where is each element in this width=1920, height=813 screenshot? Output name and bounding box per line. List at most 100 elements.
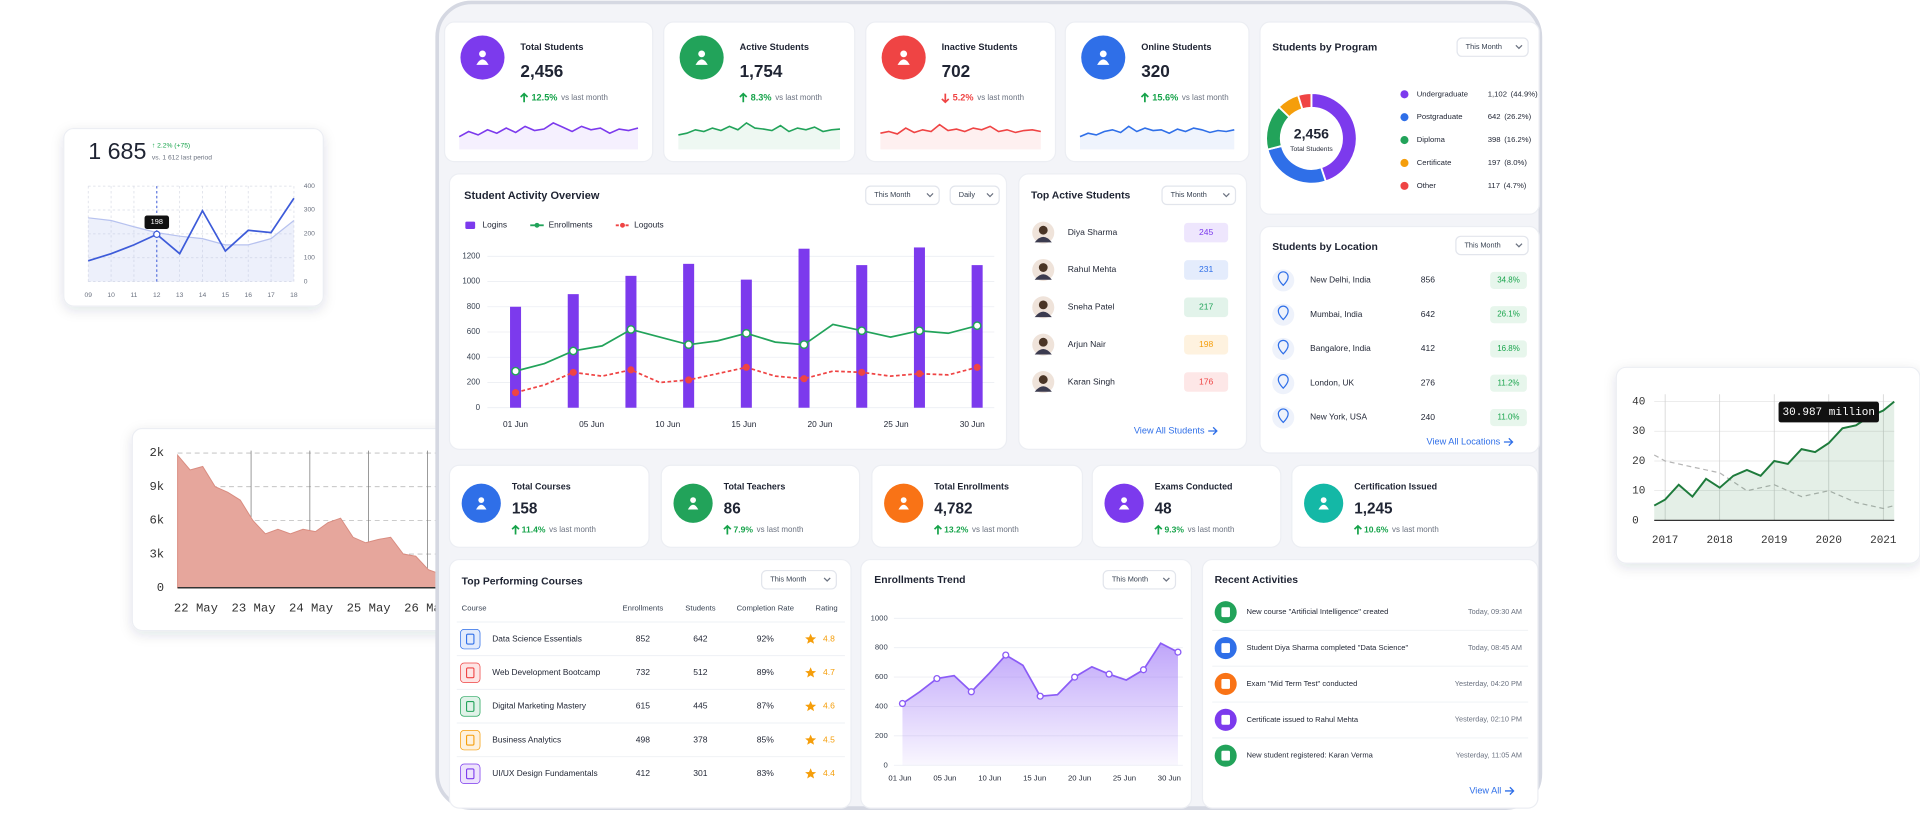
y-tick-label: 1200 [462, 251, 480, 260]
x-tick-label: 2021 [1870, 535, 1897, 547]
y-tick-label: 800 [875, 643, 888, 652]
area [177, 453, 442, 589]
point [799, 340, 809, 350]
avatar-body [1034, 348, 1052, 355]
legend-swatch [620, 222, 625, 228]
y-tick-label: 200 [467, 378, 481, 387]
share-badge [1490, 374, 1527, 392]
dropdown-label[interactable]: Daily [959, 190, 976, 199]
bar [625, 275, 637, 408]
course-cell: 512 [693, 667, 708, 677]
dropdown[interactable] [949, 185, 1000, 206]
icon-glyph [1097, 59, 1110, 65]
dropdown-chevron[interactable] [1162, 577, 1170, 582]
tooltip-text: 198 [151, 217, 163, 226]
course-name: Data Science Essentials [492, 633, 582, 643]
dropdown[interactable] [1455, 235, 1529, 256]
kpi-note: vs last month [1182, 93, 1229, 102]
stat-note: vs last month [549, 525, 596, 534]
y-tick-label: 2k [149, 446, 164, 460]
legend-dot [1400, 136, 1409, 145]
link-arrow[interactable] [1503, 437, 1514, 447]
link-arrow[interactable] [1208, 426, 1218, 436]
x-tick-label: 09 [84, 292, 92, 299]
icon-glyph [900, 50, 908, 58]
point [967, 688, 975, 696]
view-all-link[interactable]: View All Students [1134, 425, 1205, 435]
view-all-link[interactable]: View All [1469, 785, 1501, 795]
dropdown-chevron[interactable] [1222, 193, 1230, 198]
trend-arrow [511, 524, 520, 535]
column-header: Enrollments [623, 604, 664, 613]
legend-label: Undergraduate [1417, 89, 1468, 98]
dropdown-label[interactable]: This Month [1171, 190, 1207, 199]
kpi-note: vs last month [977, 93, 1024, 102]
avatar-body [1034, 236, 1052, 243]
avatar-body [1034, 386, 1052, 392]
location-share: 11.2% [1498, 378, 1520, 387]
dropdown[interactable] [1161, 185, 1237, 206]
y-tick-label: 1000 [871, 613, 888, 622]
kpi-icon [881, 35, 926, 80]
line [1653, 454, 1895, 510]
dropdown-chevron[interactable] [1515, 243, 1523, 248]
dropdown-chevron[interactable] [823, 577, 831, 582]
icon-glyph [476, 504, 487, 510]
link-arrow[interactable] [1504, 786, 1515, 796]
location-icon [1272, 406, 1295, 429]
icon-glyph [478, 497, 485, 504]
stat-change: 11.4% [522, 524, 546, 534]
legend-label: Enrollments [549, 219, 593, 229]
share-badge [1490, 408, 1527, 427]
dropdown[interactable] [761, 569, 837, 590]
course-cell: 92% [757, 633, 775, 643]
kpi-change: 8.3% [751, 92, 772, 102]
dropdown-chevron[interactable] [986, 193, 994, 198]
dropdown[interactable] [865, 185, 940, 206]
dropdown-label[interactable]: This Month [1112, 575, 1148, 584]
dropdown-label[interactable]: This Month [1466, 42, 1502, 51]
location-name: Mumbai, India [1310, 309, 1363, 319]
dropdown-chevron[interactable] [926, 193, 934, 198]
activity-text: New student registered: Karan Verma [1247, 751, 1374, 760]
student-name: Karan Singh [1068, 376, 1115, 386]
icon-glyph [479, 50, 486, 58]
location-name: New Delhi, India [1310, 275, 1371, 285]
course-rating: 4.8 [823, 633, 835, 643]
stat-icon [673, 483, 713, 523]
dropdown[interactable] [1456, 37, 1529, 57]
y-tick-label: 100 [304, 255, 315, 262]
x-tick-label: 25 Jun [1113, 774, 1136, 783]
student-score: 231 [1199, 264, 1214, 274]
y-tick-label: 9k [149, 480, 164, 494]
y-tick-label: 3k [149, 547, 164, 561]
legend-swatch [534, 222, 540, 228]
metric-value: 1 685 [88, 138, 146, 164]
location-icon [1272, 269, 1295, 292]
icon-glyph [698, 50, 706, 58]
dropdown-label[interactable]: This Month [770, 575, 806, 584]
location-name: London, UK [1310, 377, 1354, 387]
view-all-link[interactable]: View All Locations [1426, 436, 1500, 446]
dropdown-label[interactable]: This Month [874, 190, 910, 199]
dropdown[interactable] [1102, 569, 1177, 590]
x-tick-label: 2020 [1816, 535, 1842, 547]
kpi-value: 1,754 [740, 61, 783, 81]
legend-dot [1400, 158, 1409, 168]
x-tick-label: 13 [176, 292, 184, 299]
point [915, 370, 923, 378]
x-tick-label: 15 Jun [731, 419, 756, 429]
x-tick-label: 11 [130, 292, 137, 299]
avatar-head [1038, 263, 1048, 272]
dropdown-chevron[interactable] [1515, 44, 1523, 50]
x-tick-label: 10 [107, 292, 115, 299]
column-header: Course [462, 604, 487, 613]
course-glyph [466, 667, 475, 679]
course-glyph [466, 768, 475, 780]
dropdown-label[interactable]: This Month [1464, 240, 1500, 249]
x-tick-label: 05 Jun [933, 774, 956, 783]
stat-title: Total Courses [512, 482, 571, 492]
score-badge [1184, 334, 1229, 355]
kpi-value: 320 [1141, 61, 1170, 81]
